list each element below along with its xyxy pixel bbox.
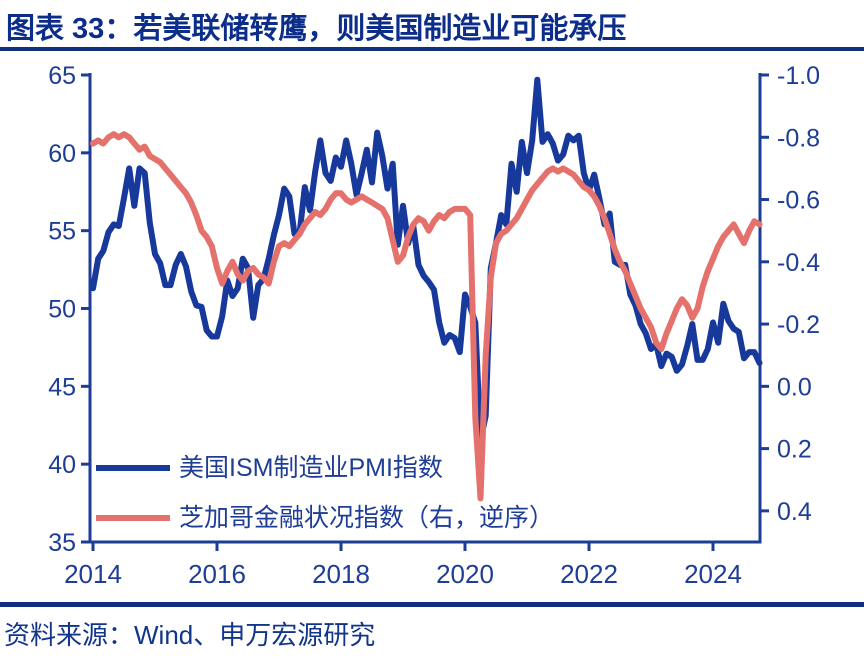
title-underline-rule bbox=[0, 47, 864, 51]
x-axis-tick-label: 2014 bbox=[64, 559, 122, 589]
axis-frame bbox=[88, 73, 762, 544]
left-axis-tick-label: 40 bbox=[48, 451, 76, 479]
figure-title: 图表 33：若美联储转鹰，则美国制造业可能承压 bbox=[6, 13, 627, 45]
legend-label-nfci: 芝加哥金融状况指数（右，逆序） bbox=[179, 504, 555, 532]
left-axis-tick-label: 65 bbox=[48, 62, 76, 90]
right-axis-tick-label: -0.4 bbox=[777, 249, 820, 277]
left-axis-tick-label: 50 bbox=[48, 296, 76, 324]
pmi-line-swatch bbox=[96, 465, 170, 471]
x-axis-tick-label: 2018 bbox=[312, 559, 370, 589]
right-axis-tick-label: -1.0 bbox=[777, 62, 820, 90]
right-axis-tick-label: -0.2 bbox=[777, 311, 820, 339]
x-axis-tick-label: 2024 bbox=[684, 559, 742, 589]
left-axis-tick-label: 60 bbox=[48, 140, 76, 168]
x-axis-tick-label: 2016 bbox=[188, 559, 246, 589]
pmi-vs-financial-conditions-chart: 美国ISM制造业PMI指数 芝加哥金融状况指数（右，逆序） 65 60 55 50 45… bbox=[0, 52, 864, 600]
left-axis-tick-label: 35 bbox=[48, 529, 76, 557]
nfci-line-swatch bbox=[96, 515, 170, 521]
x-axis-tick-label: 2022 bbox=[560, 559, 618, 589]
right-axis-tick-label: 0.2 bbox=[777, 436, 812, 464]
left-axis-tick-label: 45 bbox=[48, 373, 76, 401]
legend-item-pmi: 美国ISM制造业PMI指数 bbox=[96, 455, 554, 481]
source-text: 资料来源：Wind、申万宏源研究 bbox=[4, 620, 376, 650]
x-axis-tick-label: 2020 bbox=[436, 559, 494, 589]
legend-item-nfci: 芝加哥金融状况指数（右，逆序） bbox=[96, 505, 554, 531]
left-axis-tick-label: 55 bbox=[48, 218, 76, 246]
pmi-line-series bbox=[90, 76, 763, 444]
right-axis-tick-label: 0.0 bbox=[777, 373, 812, 401]
nfci-line-series bbox=[90, 131, 763, 502]
footer-rule bbox=[0, 602, 864, 607]
right-axis-tick-label: -0.8 bbox=[777, 124, 820, 152]
chart-canvas: 65 60 55 50 45 40 35 -1.0 -0.8 -0.6 -0.4 -0.2 0.0 0.2… bbox=[48, 62, 820, 589]
right-axis-tick-label: 0.4 bbox=[777, 498, 812, 526]
chart-legend: 美国ISM制造业PMI指数 芝加哥金融状况指数（右，逆序） bbox=[96, 455, 554, 555]
right-axis-tick-label: -0.6 bbox=[777, 187, 820, 215]
legend-label-pmi: 美国ISM制造业PMI指数 bbox=[179, 454, 443, 482]
